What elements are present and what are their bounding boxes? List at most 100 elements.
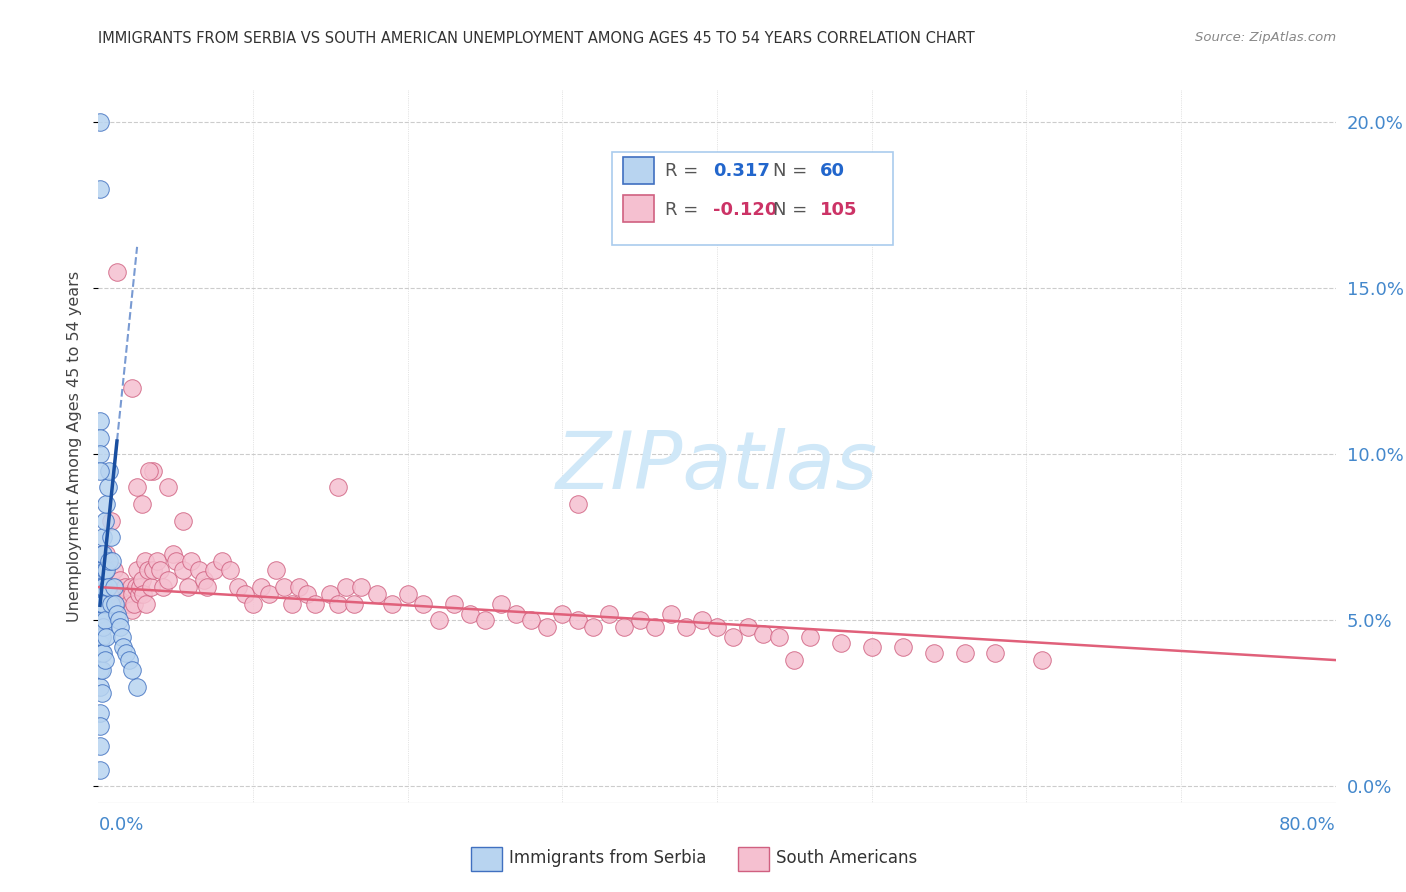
Point	[91, 597, 114, 611]
Point	[90, 564, 112, 578]
Text: 0.0%: 0.0%	[98, 816, 143, 834]
Point	[737, 620, 759, 634]
Point	[536, 620, 558, 634]
Point	[90, 580, 112, 594]
Point	[89, 115, 111, 129]
Text: N =: N =	[773, 162, 807, 180]
Point	[659, 607, 682, 621]
Point	[288, 580, 311, 594]
Text: 0.317: 0.317	[713, 162, 769, 180]
Point	[142, 564, 165, 578]
Point	[690, 613, 713, 627]
Point	[138, 464, 160, 478]
Point	[142, 464, 165, 478]
Point	[129, 580, 152, 594]
Point	[96, 497, 118, 511]
Point	[90, 663, 112, 677]
Point	[381, 597, 404, 611]
Point	[235, 587, 257, 601]
Point	[412, 597, 434, 611]
Point	[98, 464, 121, 478]
Point	[90, 686, 112, 700]
Point	[157, 574, 180, 588]
Point	[89, 636, 111, 650]
Point	[146, 553, 169, 567]
Point	[105, 607, 128, 621]
Point	[188, 564, 211, 578]
Point	[266, 564, 288, 578]
Point	[505, 607, 527, 621]
Point	[891, 640, 914, 654]
Point	[598, 607, 620, 621]
Point	[118, 653, 141, 667]
Point	[644, 620, 666, 634]
Point	[343, 597, 366, 611]
Point	[257, 587, 280, 601]
Point	[304, 597, 326, 611]
Point	[89, 613, 111, 627]
Point	[326, 481, 350, 495]
Point	[89, 620, 111, 634]
Point	[226, 580, 249, 594]
Point	[520, 613, 543, 627]
Point	[112, 587, 135, 601]
Point	[319, 587, 342, 601]
Point	[91, 647, 114, 661]
Point	[173, 564, 195, 578]
Point	[152, 580, 174, 594]
Y-axis label: Unemployment Among Ages 45 to 54 years: Unemployment Among Ages 45 to 54 years	[67, 270, 83, 622]
Point	[112, 640, 135, 654]
Point	[219, 564, 242, 578]
Text: R =: R =	[665, 201, 699, 219]
Point	[162, 547, 184, 561]
Point	[96, 630, 118, 644]
Point	[984, 647, 1007, 661]
Point	[105, 265, 128, 279]
Text: 60: 60	[820, 162, 845, 180]
Point	[114, 580, 136, 594]
Text: ZIPatlas: ZIPatlas	[555, 428, 879, 507]
Point	[91, 620, 114, 634]
Point	[335, 580, 357, 594]
Point	[195, 580, 218, 594]
Point	[89, 647, 111, 661]
Point	[706, 620, 728, 634]
Point	[551, 607, 574, 621]
Point	[100, 514, 122, 528]
Point	[127, 481, 149, 495]
Point	[427, 613, 450, 627]
Point	[101, 553, 124, 567]
Point	[165, 553, 187, 567]
Point	[131, 497, 153, 511]
Point	[107, 587, 129, 601]
Point	[131, 574, 153, 588]
Point	[121, 587, 143, 601]
Point	[582, 620, 605, 634]
Point	[120, 580, 142, 594]
Text: Source: ZipAtlas.com: Source: ZipAtlas.com	[1195, 31, 1336, 45]
Point	[90, 613, 112, 627]
Point	[96, 547, 118, 561]
Point	[474, 613, 496, 627]
Point	[89, 414, 111, 428]
Point	[136, 564, 159, 578]
Point	[89, 763, 111, 777]
Point	[132, 587, 155, 601]
Point	[89, 739, 111, 754]
Point	[396, 587, 419, 601]
Point	[953, 647, 976, 661]
Point	[128, 587, 150, 601]
Point	[173, 514, 195, 528]
Point	[281, 597, 304, 611]
Point	[91, 580, 114, 594]
Point	[121, 663, 143, 677]
Point	[89, 663, 111, 677]
Point	[124, 580, 146, 594]
Point	[89, 182, 111, 196]
Point	[860, 640, 883, 654]
Point	[180, 553, 202, 567]
Point	[135, 597, 157, 611]
Point	[89, 464, 111, 478]
Point	[458, 607, 481, 621]
Point	[108, 574, 131, 588]
